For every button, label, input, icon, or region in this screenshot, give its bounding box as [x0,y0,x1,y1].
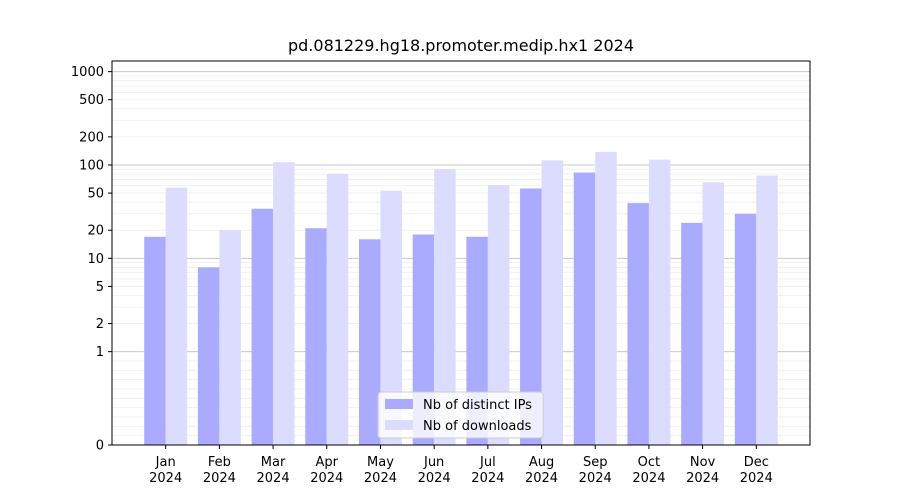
x-tick-label-month: Aug [529,455,554,470]
bar-distinct-ips [734,213,757,445]
bar-distinct-ips [358,239,381,445]
x-tick-label-month: Nov [690,455,716,470]
y-tick-label: 100 [79,158,104,173]
x-tick-label-month: Mar [261,455,286,470]
plot-frame [111,60,811,446]
bar-downloads [595,151,617,445]
x-tick-label-year: 2024 [525,471,558,486]
x-tick-label-year: 2024 [149,471,182,486]
x-tick-label-month: Sep [583,455,608,470]
bar-downloads [165,187,188,445]
x-tick-label-month: May [367,455,394,470]
y-tick-label: 200 [79,130,104,145]
y-axis: 0 1 2 5 10 20 50 100 200 500 1000 [71,65,112,454]
bar-downloads [487,185,510,445]
bar-downloads [326,174,349,445]
bar-downloads [648,159,671,445]
legend: Nb of distinct IPs Nb of downloads [377,391,544,439]
bar-distinct-ips [520,188,542,445]
x-tick-label-year: 2024 [686,471,719,486]
legend-swatch-downloads [385,420,413,430]
legend-box [377,391,544,439]
x-tick-label-year: 2024 [471,471,504,486]
x-tick-label-year: 2024 [418,471,451,486]
x-tick-label-month: Jan [155,455,176,470]
x-tick-label-month: Jul [479,455,496,470]
bar-downloads [541,160,564,445]
y-tick-label: 2 [96,317,104,332]
bar-distinct-ips [681,222,703,445]
y-tick-label: 0 [96,439,104,454]
bar-downloads [273,162,295,445]
bar-downloads [380,190,402,445]
y-tick-label: 1000 [71,65,104,80]
chart-title: pd.081229.hg18.promoter.medip.hx1 2024 [288,36,634,55]
bar-distinct-ips [144,236,166,445]
bars [144,151,778,446]
y-tick-label: 5 [96,280,104,295]
bar-downloads [702,182,725,445]
bar-distinct-ips [573,172,596,446]
legend-label: Nb of downloads [423,419,532,434]
bar-downloads [756,175,778,445]
y-tick-label: 20 [87,224,104,239]
bar-distinct-ips [251,208,274,445]
y-tick-label: 10 [87,252,104,267]
x-axis: Jan2024Feb2024Mar2024Apr2024May2024Jun20… [149,445,773,486]
x-tick-label-year: 2024 [310,471,343,486]
x-tick-label-year: 2024 [579,471,612,486]
x-tick-label-year: 2024 [364,471,397,486]
y-tick-label: 50 [87,187,104,202]
bar-downloads [219,230,241,445]
bar-downloads [434,169,456,446]
legend-label: Nb of distinct IPs [423,398,532,413]
y-tick-label: 1 [96,345,104,360]
x-tick-label-year: 2024 [257,471,290,486]
bar-distinct-ips [305,228,327,445]
bar-distinct-ips [627,203,649,445]
x-tick-label-month: Dec [744,455,769,470]
x-tick-label-month: Feb [208,455,231,470]
bar-distinct-ips [197,267,220,445]
y-tick-label: 500 [79,93,104,108]
x-tick-label-year: 2024 [740,471,773,486]
x-tick-label-month: Apr [316,455,339,470]
x-tick-label-month: Oct [638,455,660,470]
x-tick-label-year: 2024 [632,471,665,486]
x-tick-label-month: Jun [423,455,444,470]
x-tick-label-year: 2024 [203,471,236,486]
legend-swatch-distinct-ips [385,399,413,409]
